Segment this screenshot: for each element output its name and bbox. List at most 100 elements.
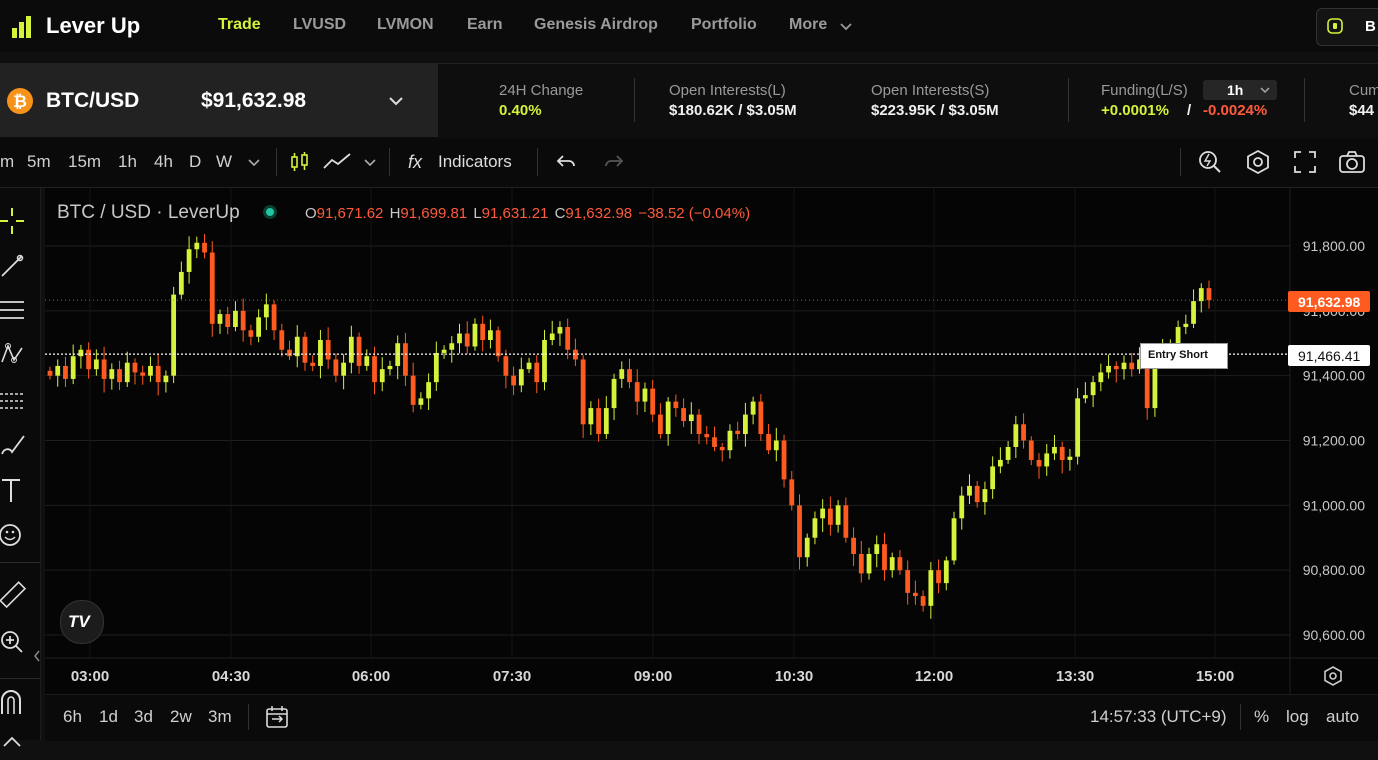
tradingview-logo[interactable]: TV	[60, 600, 104, 644]
candle-body	[109, 369, 115, 379]
candle-body	[403, 343, 408, 376]
clock-timezone[interactable]: 14:57:33 (UTC+9)	[1090, 707, 1227, 726]
candle-body	[480, 323, 486, 341]
zoom-in-icon[interactable]	[0, 626, 26, 656]
candle-body	[990, 466, 996, 490]
fib-retracement-icon[interactable]	[0, 386, 26, 416]
candle-body	[882, 544, 887, 571]
percent-scale-toggle[interactable]: %	[1254, 707, 1270, 726]
candle-body	[1198, 288, 1204, 302]
candles	[47, 234, 1212, 619]
pattern-icon[interactable]	[0, 340, 26, 370]
settings-icon[interactable]	[1244, 148, 1272, 176]
x-tick-label: 03:00	[71, 668, 109, 685]
chevron-down-icon[interactable]	[838, 18, 854, 34]
horizontal-lines-icon[interactable]	[0, 296, 26, 326]
y-tick-label: 91,000.00	[1303, 497, 1365, 513]
nav-item-lvusd[interactable]: LVUSD	[293, 16, 347, 33]
fullscreen-icon[interactable]	[1292, 149, 1318, 175]
chevron-down-icon[interactable]	[386, 91, 406, 111]
candle-body	[835, 505, 841, 525]
funding-interval-value: 1h	[1227, 82, 1244, 98]
candle-body	[851, 537, 856, 554]
candle-body	[124, 362, 130, 383]
brand-logo[interactable]: Lever Up	[10, 10, 140, 42]
nav-item-lvmon[interactable]: LVMON	[377, 16, 434, 33]
camera-icon[interactable]	[1338, 149, 1366, 175]
lever-up-logo-icon	[12, 16, 31, 38]
range-1d[interactable]: 1d	[99, 707, 118, 726]
candle-body	[348, 336, 354, 363]
nav-item-portfolio[interactable]: Portfolio	[691, 16, 757, 33]
x-tick-label: 07:30	[493, 668, 531, 685]
candle-body	[1175, 327, 1181, 344]
x-tick-label: 10:30	[775, 668, 813, 685]
candle-body	[518, 369, 524, 386]
quick-search-icon[interactable]	[1196, 148, 1224, 176]
nav-item-genesis-airdrop[interactable]: Genesis Airdrop	[534, 16, 658, 33]
redo-icon[interactable]	[602, 150, 626, 174]
range-3m[interactable]: 3m	[208, 707, 232, 726]
text-tool-icon[interactable]	[0, 476, 26, 506]
candle-body	[426, 382, 432, 399]
magnet-icon[interactable]	[0, 688, 26, 718]
ruler-icon[interactable]	[0, 580, 26, 610]
brush-icon[interactable]	[0, 430, 26, 460]
entry-short-tag[interactable]: Entry Short	[1140, 343, 1228, 369]
funding-long: +0.0001%	[1101, 102, 1169, 119]
log-scale-toggle[interactable]: log	[1286, 707, 1309, 726]
undo-icon[interactable]	[554, 150, 578, 174]
range-2w[interactable]: 2w	[170, 707, 192, 726]
interval-1h[interactable]: 1h	[118, 152, 137, 171]
candle-body	[302, 336, 308, 363]
emoji-icon[interactable]	[0, 520, 26, 550]
chevron-down-icon[interactable]	[246, 154, 262, 170]
candle-body	[1028, 440, 1034, 460]
interval-15m[interactable]: 15m	[68, 152, 102, 171]
interval-d[interactable]: D	[189, 152, 202, 171]
entry-price-label: 91,466.41	[1288, 345, 1370, 366]
candle-body	[1121, 362, 1127, 370]
lock-drawings-icon[interactable]	[0, 732, 26, 752]
auto-scale-toggle[interactable]: auto	[1326, 707, 1360, 726]
interval-1m[interactable]: m	[0, 152, 15, 171]
chevron-down-icon[interactable]	[362, 154, 378, 170]
divider	[1240, 704, 1241, 730]
x-tick-label: 09:00	[634, 668, 672, 685]
indicators-button[interactable]: fx Indicators	[404, 146, 526, 178]
trend-line-icon[interactable]	[0, 250, 26, 280]
candlestick-chart-icon[interactable]	[288, 150, 312, 174]
interval-w[interactable]: W	[216, 152, 233, 171]
candle-body	[194, 242, 200, 250]
candle-body	[588, 408, 594, 425]
date-range-icon[interactable]	[264, 704, 290, 730]
candle-body	[1036, 459, 1042, 467]
range-6h[interactable]: 6h	[63, 707, 82, 726]
interval-4h[interactable]: 4h	[154, 152, 173, 171]
price-chart[interactable]: 91,800.0091,600.0091,400.0091,200.0091,0…	[45, 188, 1378, 740]
candle-body	[1075, 398, 1081, 457]
chart-symbol-title: BTC / USD · LeverUp	[57, 202, 240, 223]
line-chart-icon[interactable]	[322, 150, 352, 174]
collapse-sidebar-icon[interactable]	[32, 648, 42, 664]
interval-5m[interactable]: 5m	[27, 152, 51, 171]
crosshair-icon[interactable]	[0, 206, 26, 236]
candle-body	[1129, 362, 1135, 370]
nav-item-trade[interactable]: Trade	[218, 16, 261, 33]
pair-selector[interactable]: ₿ BTC/USD $91,632.98	[0, 63, 438, 137]
bitcoin-icon: ₿	[7, 88, 33, 114]
candlestick-chart[interactable]: 91,800.0091,600.0091,400.0091,200.0091,0…	[45, 188, 1378, 694]
candle-body	[766, 434, 771, 451]
nav-item-more[interactable]: More	[789, 16, 828, 33]
range-3d[interactable]: 3d	[134, 707, 153, 726]
y-tick-label: 90,800.00	[1303, 562, 1365, 578]
candle-body	[248, 330, 254, 337]
candle-body	[673, 401, 679, 409]
cum-label: Cum	[1349, 82, 1378, 99]
wallet-button[interactable]: B	[1316, 8, 1378, 46]
nav-item-earn[interactable]: Earn	[467, 16, 503, 33]
candle-body	[557, 327, 563, 334]
axis-settings-icon[interactable]	[1322, 665, 1344, 687]
funding-interval-select[interactable]: 1h	[1203, 80, 1277, 100]
candle-body	[565, 327, 571, 350]
